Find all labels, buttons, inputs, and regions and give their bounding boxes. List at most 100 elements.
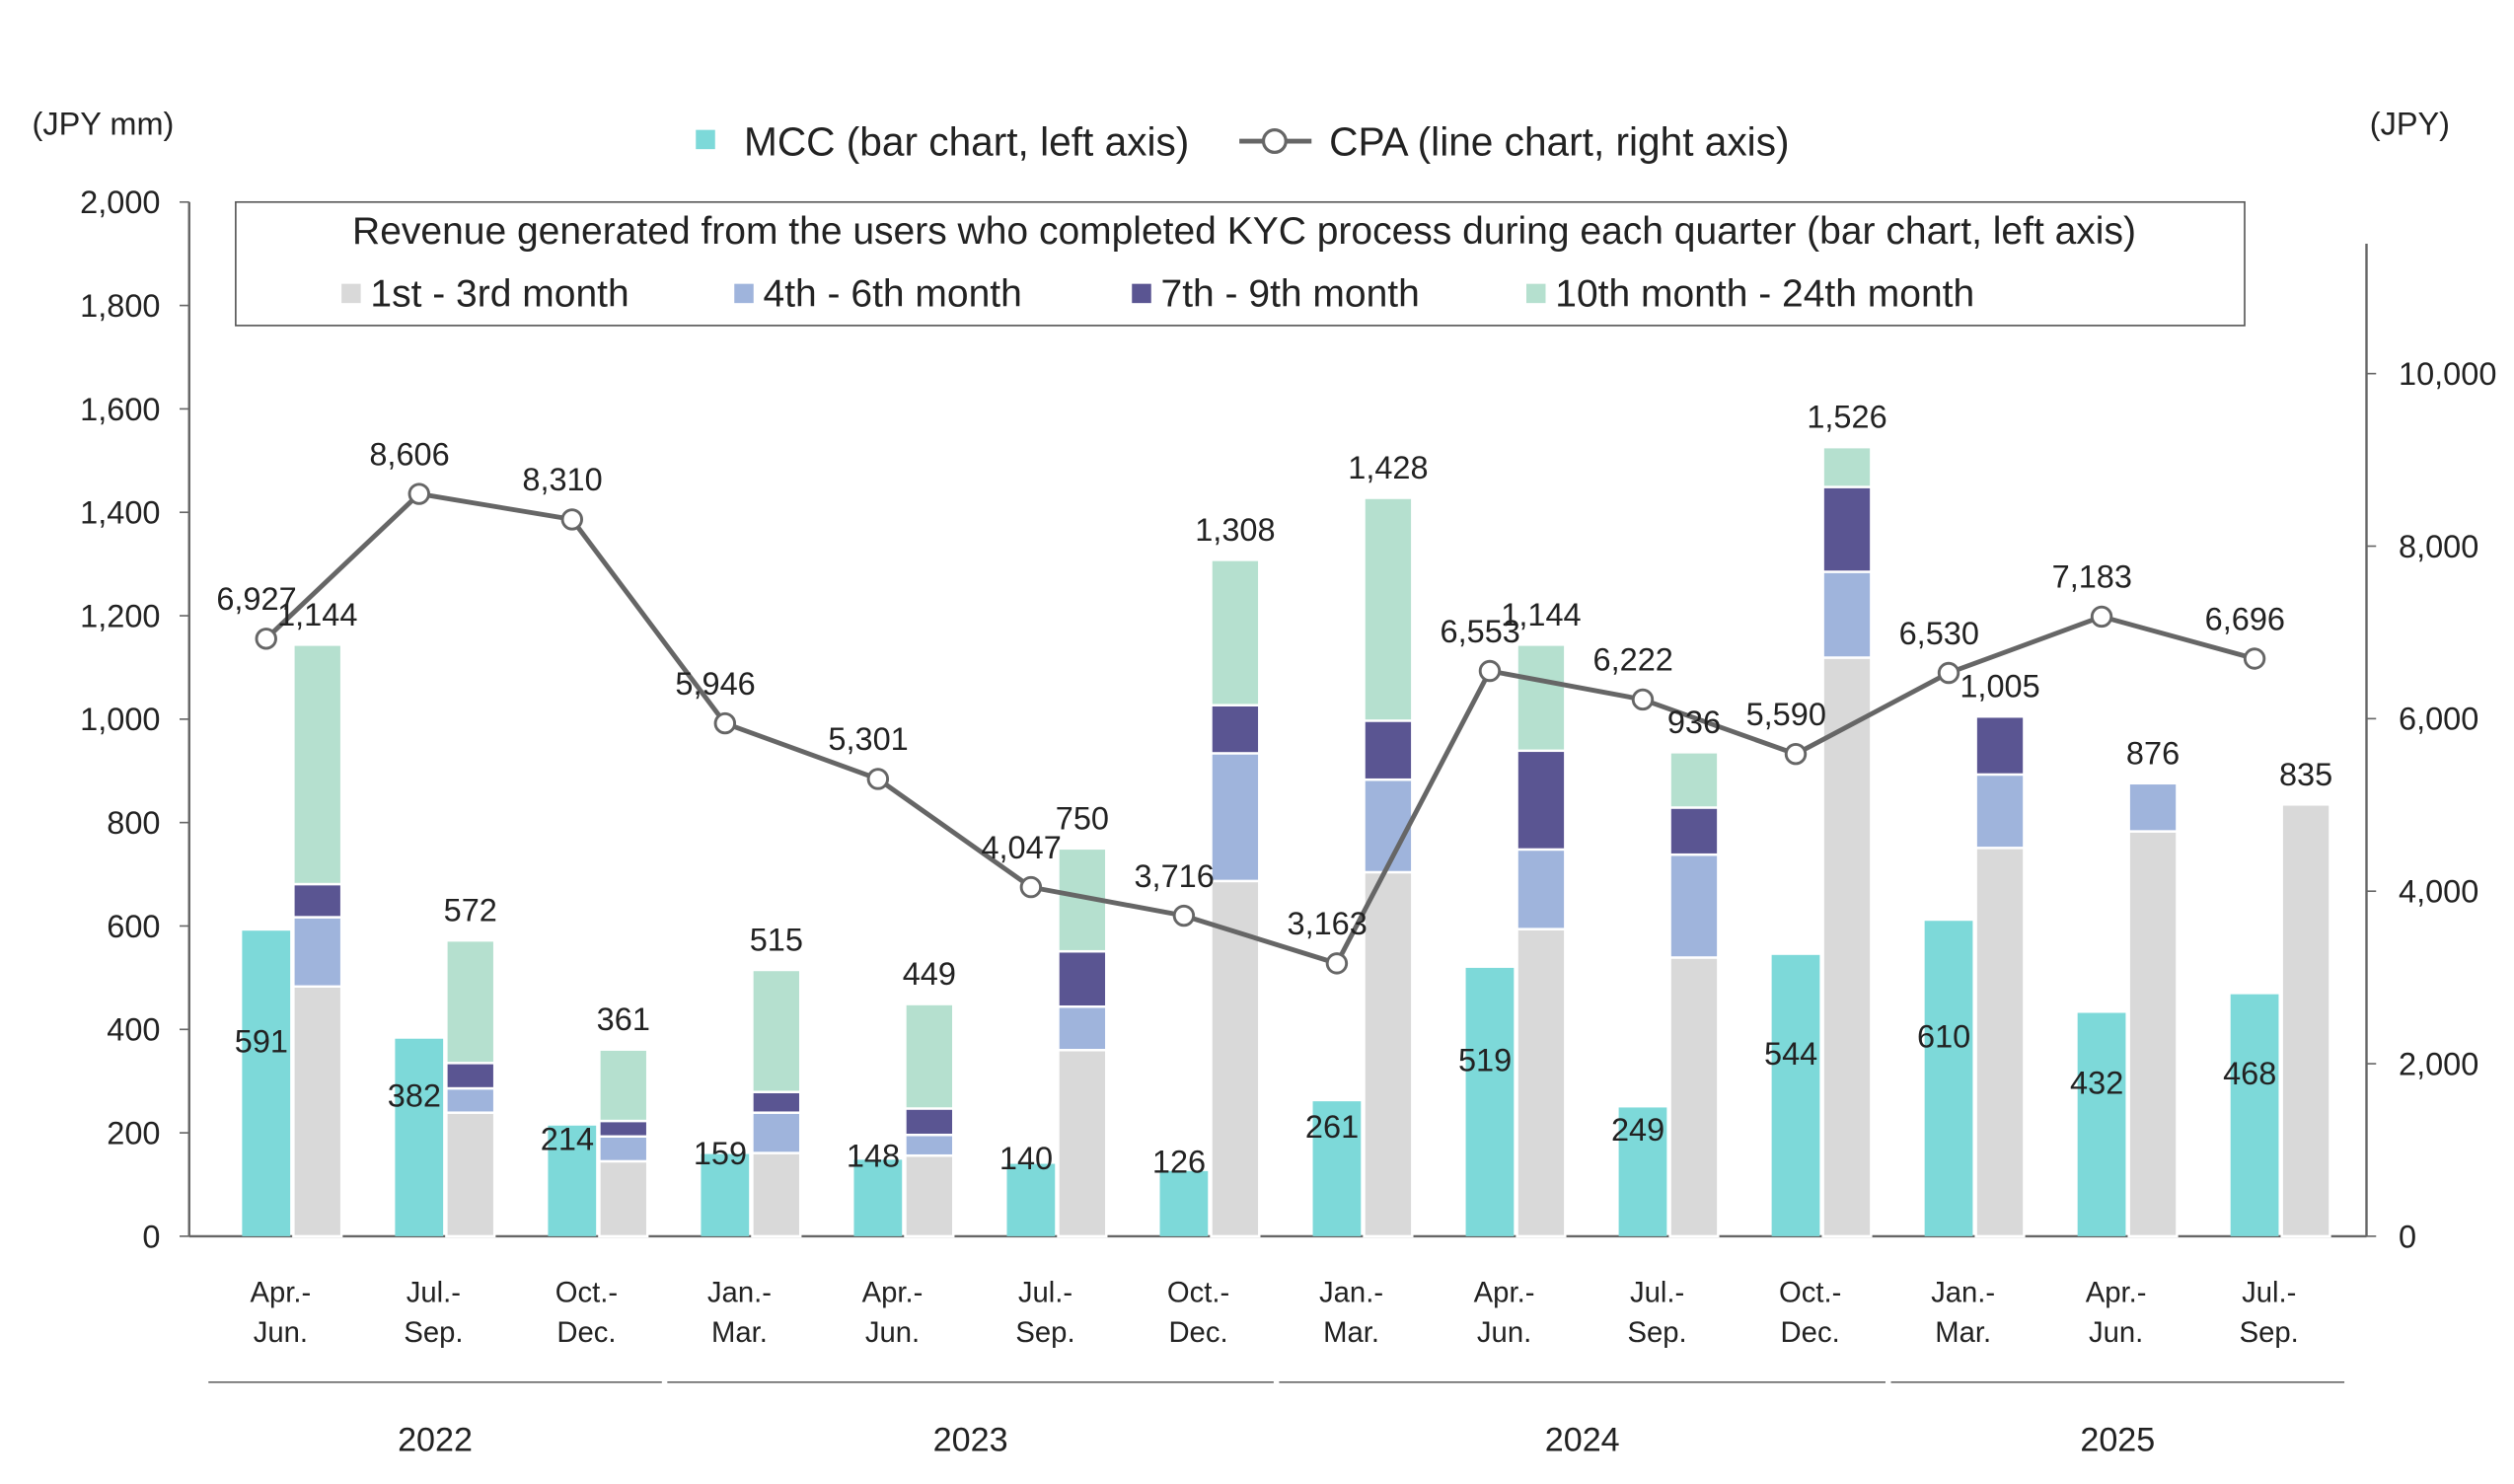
mcc-bar (1924, 921, 1973, 1236)
mcc-bar (1618, 1107, 1667, 1236)
cpa-point (713, 711, 737, 735)
cpa-data-label: 5,946 (675, 666, 755, 702)
revenue-bar-segment-3 (445, 1062, 496, 1090)
revenue-bar-segment-1 (2280, 803, 2331, 1238)
data-labels: 591 382 214 159 148 140 126 261 519 249 544 610 432 4… (216, 400, 2332, 1180)
x-tick-label: Apr.- (250, 1278, 311, 1309)
revenue-bar-segment-1 (1363, 870, 1414, 1238)
revenue-bar-segment-1 (445, 1111, 496, 1238)
x-tick-label: Sep. (1628, 1317, 1687, 1349)
x-tick-label: Sep. (404, 1317, 463, 1349)
cpa-data-label: 8,606 (369, 436, 449, 472)
revenue-bar-segment-3 (904, 1107, 955, 1137)
axes: 0 200 400 600 800 1,000 1,200 1,400 1,600 1,800 2,… (80, 185, 2496, 1459)
year-label: 2025 (2080, 1422, 2155, 1459)
x-tick-label: Sep. (1015, 1317, 1074, 1349)
x-tick-label: Apr.- (1474, 1278, 1535, 1309)
left-tick-label: 1,400 (80, 495, 160, 531)
revenue-bar-segment-4 (445, 938, 496, 1065)
year-label: 2023 (933, 1422, 1008, 1459)
legend-box-title: Revenue generated from the users who com… (352, 210, 2136, 253)
left-axis-unit: (JPY mm) (33, 107, 175, 142)
x-tick-label: Jan.- (1931, 1278, 1995, 1309)
mcc-data-label: 468 (2223, 1056, 2276, 1091)
legend-swatch-2 (734, 283, 754, 304)
revenue-total-label: 750 (1056, 800, 1109, 836)
mcc-data-label: 148 (847, 1139, 900, 1174)
revenue-bar-segment-3 (1516, 749, 1567, 852)
x-tick-label: Oct.- (1779, 1278, 1841, 1309)
cpa-data-label: 3,716 (1134, 858, 1214, 894)
legend-mcc-label: MCC (bar chart, left axis) (744, 119, 1189, 165)
x-tick-label: Oct.- (555, 1278, 618, 1309)
revenue-total-label: 1,308 (1195, 512, 1275, 548)
revenue-bar-segment-4 (1363, 496, 1414, 722)
revenue-bar-segment-1 (292, 985, 343, 1238)
revenue-bar-segment-1 (1974, 847, 2026, 1238)
left-tick-label: 800 (107, 805, 160, 841)
mcc-bar (853, 1159, 903, 1236)
revenue-total-label: 1,428 (1348, 450, 1428, 485)
mcc-bar (1465, 967, 1515, 1236)
left-tick-label: 1,600 (80, 392, 160, 427)
revenue-bar-segment-4 (751, 968, 802, 1093)
revenue-bar-segment-1 (1821, 656, 1873, 1238)
cpa-point (1937, 661, 1960, 685)
legend-swatch-3 (1132, 283, 1151, 304)
cpa-point (1019, 875, 1043, 899)
cpa-point (255, 628, 277, 650)
x-tick-label: Oct.- (1167, 1278, 1229, 1309)
left-tick-label: 1,200 (80, 598, 160, 633)
revenue-bar-segment-1 (1668, 956, 1720, 1238)
revenue-bar-segment-2 (2127, 781, 2179, 833)
cpa-point (1172, 904, 1196, 928)
left-tick-label: 600 (107, 909, 160, 944)
cpa-data-label: 6,927 (216, 581, 296, 617)
cpa-data-label: 3,163 (1288, 906, 1368, 941)
mcc-bar (548, 1125, 597, 1236)
right-axis-unit: (JPY) (2370, 107, 2450, 142)
revenue-bar-segment-2 (292, 916, 343, 989)
x-tick-label: Jul.- (2242, 1278, 2296, 1309)
legend-cpa-label: CPA (line chart, right axis) (1329, 119, 1789, 165)
right-tick-label: 2,000 (2399, 1046, 2478, 1081)
mcc-bar (242, 930, 291, 1236)
revenue-bar-segment-3 (1821, 485, 1873, 573)
legend-cpa-marker (1261, 128, 1288, 155)
x-tick-label: Jan.- (1319, 1278, 1383, 1309)
right-tick-label: 0 (2399, 1219, 2416, 1254)
mcc-data-label: 126 (1152, 1144, 1206, 1179)
mcc-bar (1312, 1101, 1362, 1236)
x-tick-label: Dec. (1781, 1317, 1840, 1349)
x-tick-label: Mar. (711, 1317, 768, 1349)
cpa-data-label: 5,590 (1746, 697, 1826, 732)
legend-series-label: 1st - 3rd month (370, 272, 628, 315)
mcc-data-label: 140 (999, 1141, 1053, 1176)
x-tick-label: Jul.- (1630, 1278, 1684, 1309)
revenue-total-label: 361 (597, 1002, 650, 1037)
revenue-bar-segment-4 (1668, 751, 1720, 809)
left-tick-label: 200 (107, 1115, 160, 1150)
cpa-data-label: 6,222 (1593, 642, 1673, 678)
mcc-data-label: 159 (694, 1136, 747, 1171)
top-legend: MCC (bar chart, left axis) CPA (line cha… (696, 119, 1790, 165)
mcc-bar (1006, 1163, 1056, 1236)
bars (242, 445, 2331, 1238)
revenue-total-label: 1,005 (1959, 669, 2039, 705)
mcc-bar (2230, 994, 2279, 1236)
x-tick-label: Jun. (254, 1317, 308, 1349)
cpa-point (1478, 659, 1502, 683)
right-tick-label: 10,000 (2399, 356, 2496, 392)
revenue-bar-segment-3 (1057, 949, 1108, 1008)
cpa-point (1631, 688, 1655, 711)
cpa-data-label: 8,310 (522, 462, 602, 497)
mcc-data-label: 432 (2070, 1065, 2123, 1100)
revenue-total-label: 1,144 (277, 597, 357, 632)
x-tick-label: Jun. (2089, 1317, 2143, 1349)
legend-mcc-swatch (696, 129, 715, 150)
revenue-bar-segment-2 (751, 1111, 802, 1154)
mcc-data-label: 261 (1305, 1109, 1359, 1145)
revenue-bar-segment-3 (598, 1119, 649, 1138)
legend-box-frame (235, 200, 2246, 327)
